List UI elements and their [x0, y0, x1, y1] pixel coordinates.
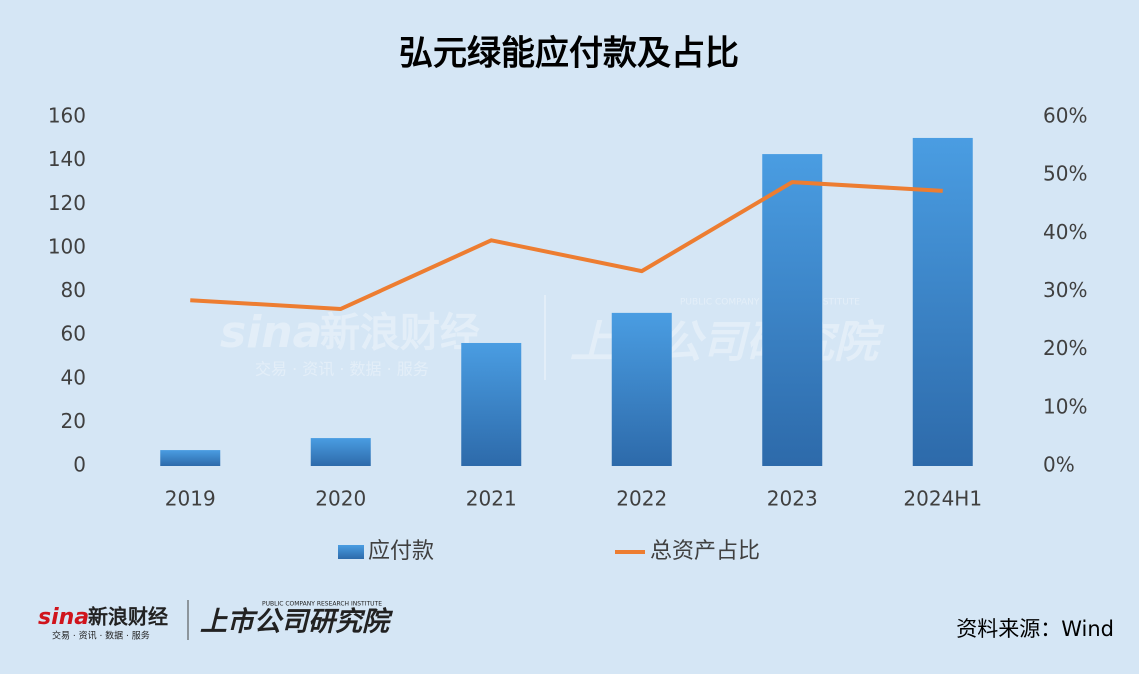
logo-sina: sina [38, 605, 89, 630]
watermark-sina: sina [220, 307, 322, 358]
source-note: 资料来源：Wind [956, 617, 1114, 641]
logo-sina-name: 新浪财经 [88, 605, 168, 629]
logo-institute: 上市公司研究院 [200, 607, 394, 638]
y2-tick-label: 10% [1043, 394, 1087, 418]
y2-tick-label: 60% [1043, 104, 1087, 128]
watermark-sina-name: 新浪财经 [320, 310, 480, 356]
y-tick-label: 40 [61, 365, 86, 389]
chart-title: 弘元绿能应付款及占比 [399, 34, 739, 74]
x-tick-label: 2020 [315, 487, 366, 511]
y-tick-label: 0 [73, 453, 86, 477]
y2-tick-label: 20% [1043, 336, 1087, 360]
bar [611, 312, 672, 466]
x-tick-label: 2022 [616, 487, 667, 511]
x-tick-label: 2024H1 [903, 487, 982, 511]
bar [912, 137, 973, 466]
legend-label: 总资产占比 [650, 539, 760, 564]
y-tick-label: 20 [61, 409, 86, 433]
legend-label: 应付款 [368, 539, 434, 564]
y-tick-label: 160 [48, 104, 86, 128]
bar [160, 450, 221, 466]
x-tick-label: 2023 [767, 487, 818, 511]
x-tick-label: 2021 [466, 487, 517, 511]
footer: sina 新浪财经 交易 · 资讯 · 数据 · 服务 上市公司研究院 PUBL… [38, 600, 1114, 642]
y2-tick-label: 0% [1043, 453, 1075, 477]
bar [762, 154, 823, 467]
line [190, 180, 943, 311]
y-tick-label: 140 [48, 147, 86, 171]
legend-swatch [338, 545, 364, 559]
y2-tick-label: 50% [1043, 162, 1087, 186]
y-tick-label: 100 [48, 234, 86, 258]
logo-tagline: 交易 · 资讯 · 数据 · 服务 [52, 630, 150, 642]
y2-tick-label: 30% [1043, 278, 1087, 302]
bar [461, 342, 522, 466]
y2-tick-label: 40% [1043, 220, 1087, 244]
bar [310, 438, 371, 466]
logo-institute-en: PUBLIC COMPANY RESEARCH INSTITUTE [262, 601, 382, 608]
x-tick-label: 2019 [165, 487, 216, 511]
y-tick-label: 60 [61, 322, 86, 346]
watermark-tagline: 交易 · 资讯 · 数据 · 服务 [255, 360, 429, 379]
y-tick-label: 120 [48, 191, 86, 215]
y-tick-label: 80 [61, 278, 86, 302]
